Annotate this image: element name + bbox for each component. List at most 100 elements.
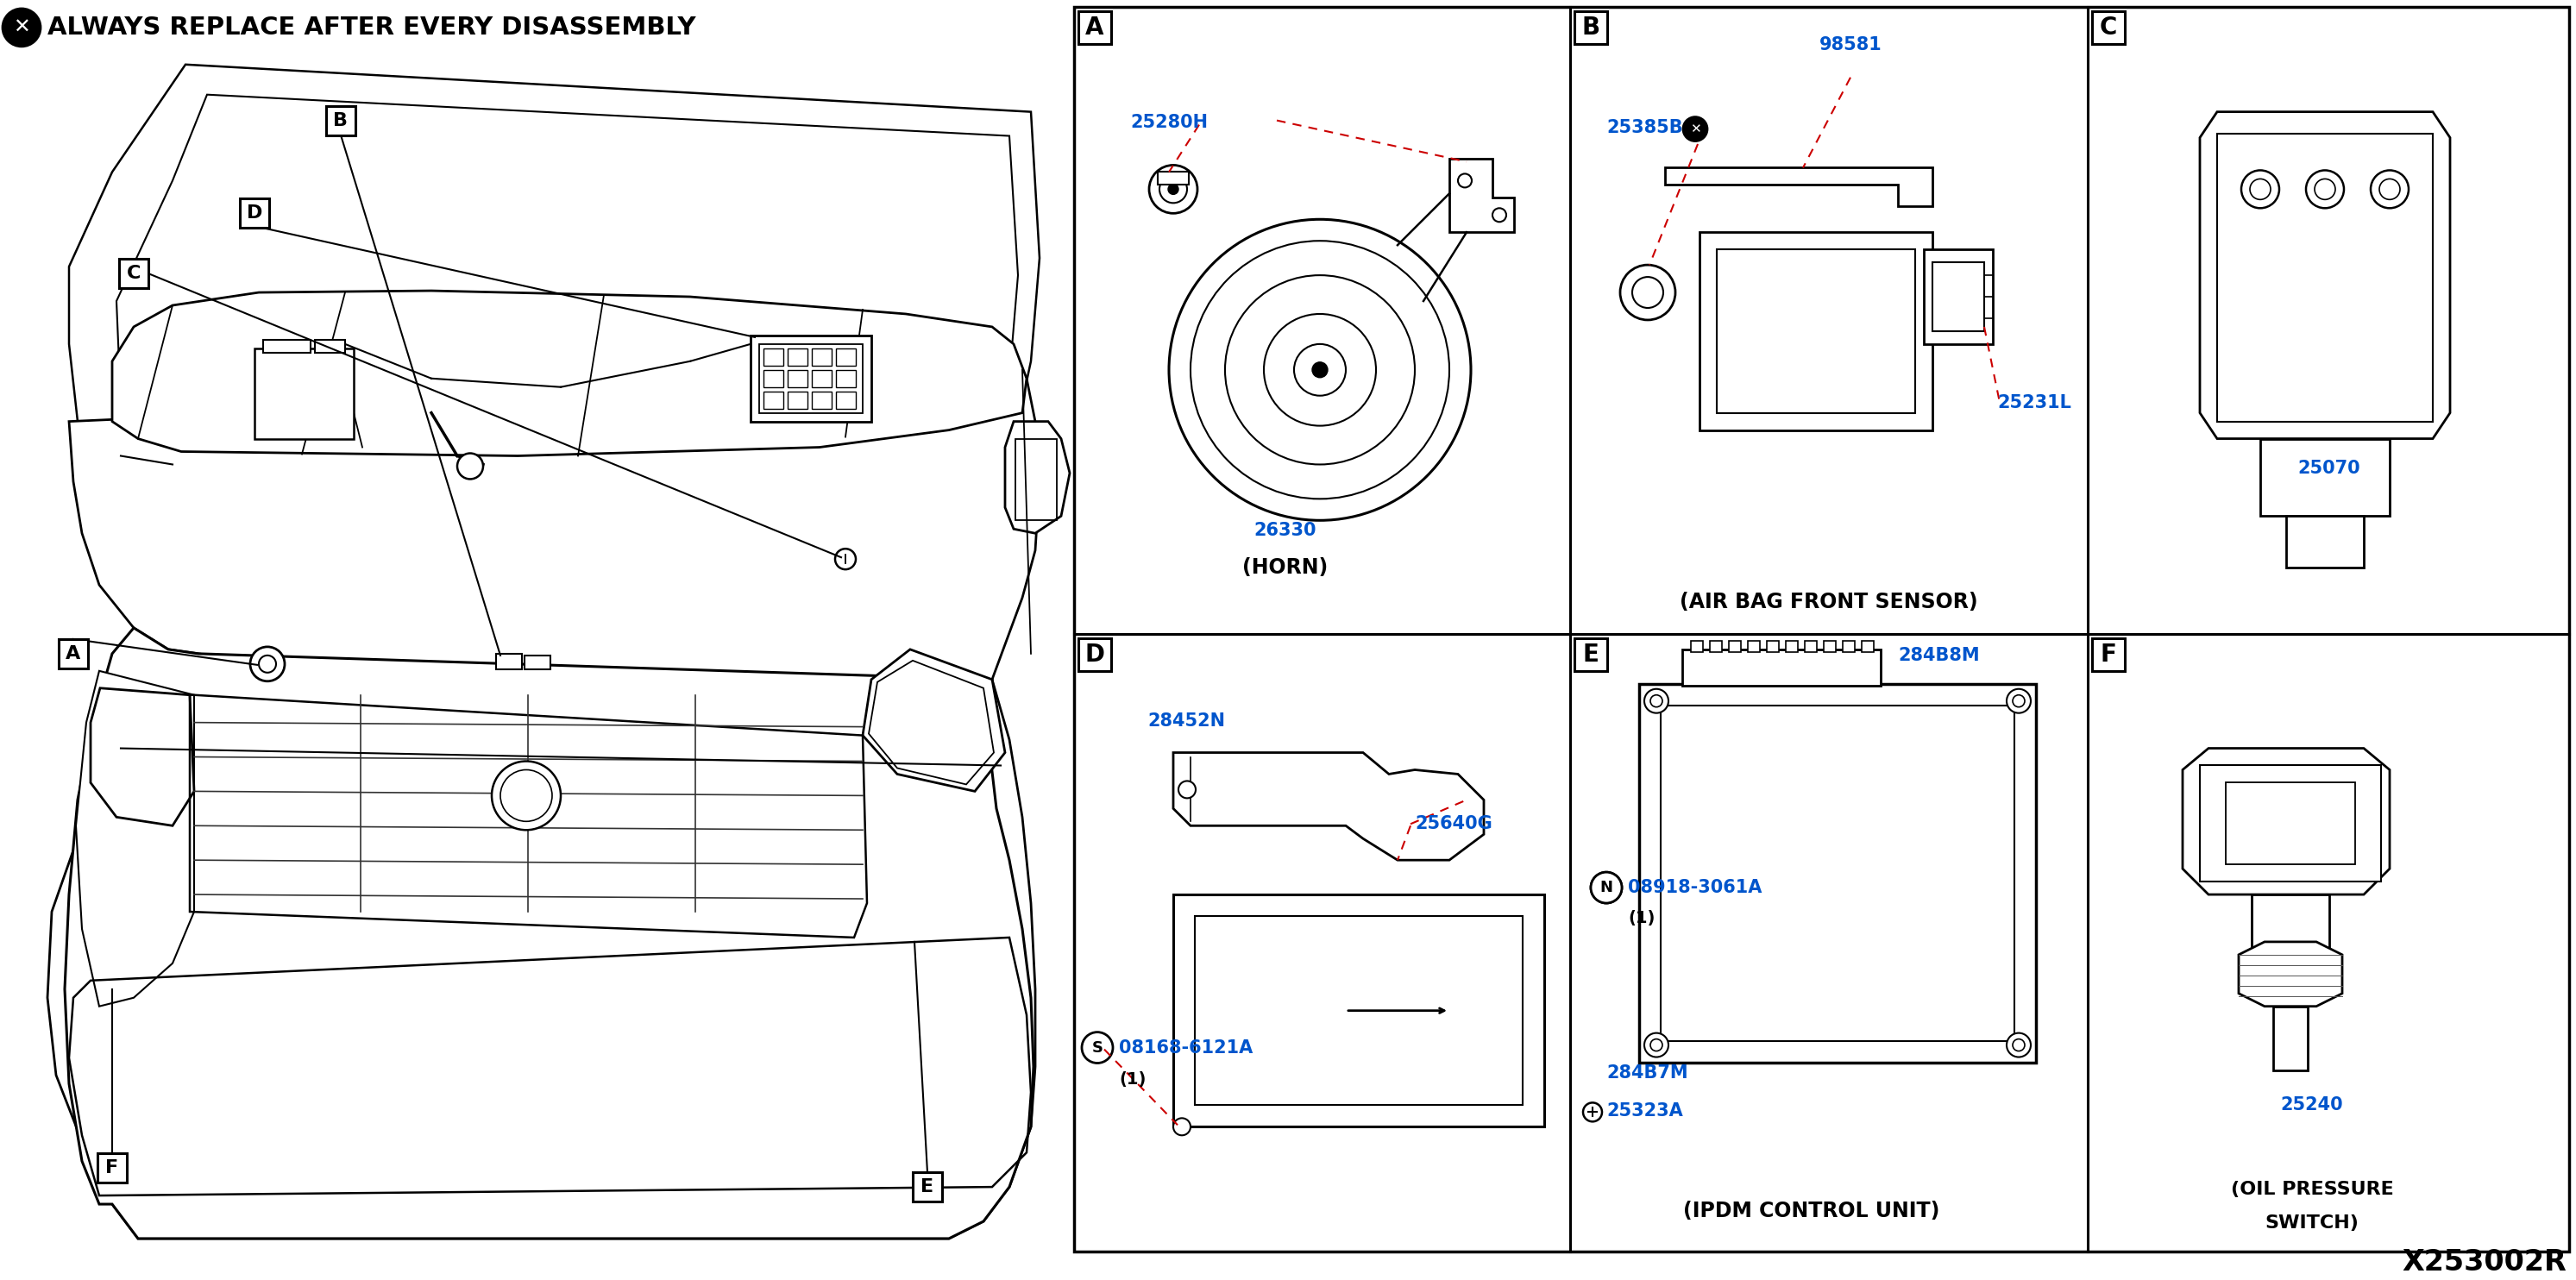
Circle shape [2316, 179, 2336, 200]
Text: (OIL PRESSURE: (OIL PRESSURE [2231, 1181, 2393, 1198]
Circle shape [1592, 872, 1623, 904]
Circle shape [1149, 165, 1198, 214]
Polygon shape [1172, 753, 1484, 860]
Circle shape [258, 655, 276, 672]
Circle shape [1265, 314, 1376, 426]
Circle shape [1584, 1102, 1602, 1121]
Bar [762, 370, 783, 387]
Bar [2251, 895, 2329, 955]
Bar [2259, 439, 2391, 516]
Text: D: D [247, 205, 263, 221]
Text: N: N [1600, 879, 1613, 896]
Bar [2285, 516, 2365, 567]
Polygon shape [70, 64, 1041, 477]
Polygon shape [1005, 421, 1069, 534]
Text: 284B7M: 284B7M [1607, 1065, 1687, 1082]
Circle shape [1643, 1033, 1669, 1057]
Text: 08918-3061A: 08918-3061A [1628, 879, 1762, 896]
Polygon shape [1664, 168, 1932, 206]
Bar [912, 1172, 943, 1202]
Bar [1079, 639, 1110, 671]
Bar [255, 348, 353, 439]
Circle shape [1633, 276, 1664, 308]
Polygon shape [2182, 749, 2391, 895]
Circle shape [1226, 275, 1414, 465]
Text: F: F [2099, 643, 2117, 667]
Polygon shape [2239, 942, 2342, 1006]
Bar [1157, 172, 1188, 184]
Text: C: C [126, 265, 142, 282]
Bar [1767, 641, 1780, 652]
Bar [2200, 765, 2380, 882]
Text: A: A [67, 645, 80, 662]
Text: ✕: ✕ [1690, 123, 1700, 136]
Circle shape [1682, 116, 1708, 141]
Circle shape [1293, 344, 1345, 396]
Circle shape [250, 646, 286, 681]
Bar [1074, 6, 2568, 1252]
Circle shape [835, 549, 855, 570]
Bar [1682, 649, 1880, 686]
Circle shape [1651, 695, 1662, 707]
Text: B: B [332, 111, 348, 129]
Circle shape [1170, 219, 1471, 521]
Polygon shape [90, 689, 193, 826]
Circle shape [1592, 872, 1623, 904]
Bar [1690, 641, 1703, 652]
Text: 98581: 98581 [1819, 36, 1883, 54]
Polygon shape [46, 379, 1041, 1239]
Bar [1638, 684, 2035, 1062]
Text: B: B [1582, 15, 1600, 40]
Circle shape [2012, 695, 2025, 707]
Circle shape [2306, 170, 2344, 209]
Bar [1079, 12, 1110, 44]
Circle shape [1311, 362, 1327, 378]
Bar [1842, 641, 1855, 652]
Text: E: E [1582, 643, 1600, 667]
Circle shape [3, 9, 41, 46]
Circle shape [1651, 1039, 1662, 1051]
Bar [1574, 12, 1607, 44]
Bar [811, 392, 832, 408]
Bar [837, 370, 855, 387]
Circle shape [1458, 174, 1471, 187]
Text: (IPDM CONTROL UNIT): (IPDM CONTROL UNIT) [1682, 1201, 1940, 1221]
Text: F: F [106, 1160, 118, 1176]
Bar [1015, 439, 1056, 521]
Bar [314, 339, 345, 353]
Text: 25240: 25240 [2280, 1097, 2344, 1114]
Polygon shape [75, 671, 193, 1006]
Text: A: A [1084, 15, 1105, 40]
Circle shape [1172, 1119, 1190, 1135]
Polygon shape [64, 628, 1033, 1239]
Bar [1824, 641, 1837, 652]
Text: SWITCH): SWITCH) [2264, 1215, 2360, 1231]
Bar [837, 392, 855, 408]
Circle shape [2380, 179, 2401, 200]
Text: 26330: 26330 [1255, 522, 1316, 539]
Text: 25280H: 25280H [1131, 114, 1208, 131]
Text: 25070: 25070 [2298, 460, 2360, 477]
Circle shape [2012, 1039, 2025, 1051]
Bar [1806, 641, 1816, 652]
Bar [2092, 12, 2125, 44]
Text: S: S [1092, 1039, 1103, 1056]
Bar [2226, 782, 2354, 864]
Bar [811, 348, 832, 366]
Text: X253002R: X253002R [2401, 1248, 2566, 1277]
Text: 284B8M: 284B8M [1899, 646, 1978, 664]
Bar [1700, 232, 1932, 430]
Text: (HORN): (HORN) [1242, 557, 1329, 579]
Circle shape [2249, 179, 2269, 200]
Circle shape [1082, 1032, 1113, 1064]
Bar [1747, 641, 1759, 652]
Bar [2272, 1006, 2308, 1071]
Bar [263, 339, 312, 353]
Circle shape [1492, 209, 1507, 221]
Bar [59, 639, 88, 668]
Bar [240, 198, 268, 228]
Text: 25323A: 25323A [1607, 1102, 1682, 1120]
Circle shape [492, 762, 562, 829]
Circle shape [500, 769, 551, 822]
Circle shape [2241, 170, 2280, 209]
